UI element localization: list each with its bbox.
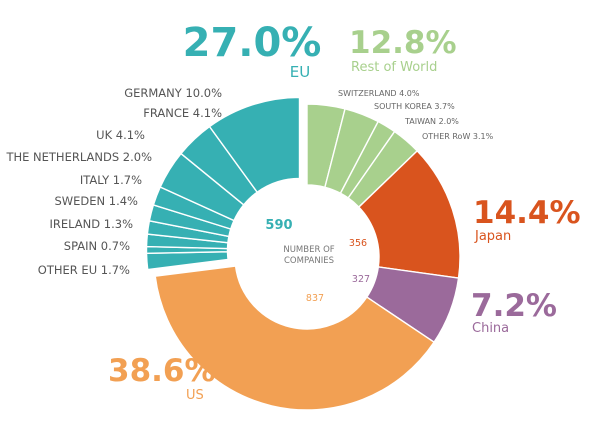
eu-country-label-8: SPAIN 0.7% (64, 239, 130, 253)
eu-percent-label: 27.0% (183, 20, 322, 66)
china-count-label: 327 (352, 274, 370, 285)
us-name-label: US (186, 388, 204, 403)
china-percent-label: 7.2% (471, 288, 557, 324)
us-count-label: 837 (306, 293, 324, 304)
eu-country-label-2: FRANCE 4.1% (143, 106, 222, 120)
eu-country-label-6: SWEDEN 1.4% (54, 194, 138, 208)
center-title-line-1: NUMBER OF (283, 245, 334, 255)
eu-country-label-5: ITALY 1.7% (80, 173, 142, 187)
eu-country-label-4: THE NETHERLANDS 2.0% (5, 150, 152, 164)
center-title-line-2: COMPANIES (284, 256, 334, 266)
eu-country-label-3: UK 4.1% (96, 128, 145, 142)
row-country-label-1: SWITZERLAND 4.0% (338, 89, 420, 98)
row-country-label-4: OTHER RoW 3.1% (422, 132, 494, 141)
japan-name-label: Japan (474, 229, 511, 244)
eu-name-label: EU (290, 63, 310, 81)
us-percent-label: 38.6% (108, 353, 216, 389)
eu-country-label-9: OTHER EU 1.7% (38, 263, 130, 277)
eu-segment-1 (208, 96, 301, 194)
japan-percent-label: 14.4% (473, 195, 581, 231)
eu-count-label: 590 (265, 218, 292, 233)
eu-country-label-7: IRELAND 1.3% (49, 217, 133, 231)
row-country-label-3: TAIWAN 2.0% (404, 117, 459, 126)
japan-count-label: 356 (349, 238, 367, 249)
china-name-label: China (472, 321, 509, 336)
eu-country-label-1: GERMANY 10.0% (124, 86, 222, 100)
us-segment (154, 265, 436, 411)
eu-segment-9 (145, 251, 229, 271)
row-name-label: Rest of World (351, 60, 437, 75)
row-country-label-2: SOUTH KOREA 3.7% (374, 102, 455, 111)
row-percent-label: 12.8% (349, 25, 457, 61)
